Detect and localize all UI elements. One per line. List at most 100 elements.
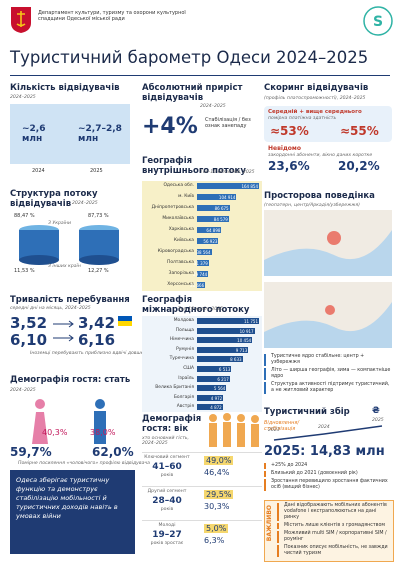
bar-label: Румунія [176, 346, 194, 352]
foreign-days-from: 6,10 [10, 331, 48, 349]
bar-label: Австрія [176, 404, 194, 410]
age-to: 46,4% [204, 468, 230, 477]
unknown-from: 23,6% [268, 159, 310, 173]
visitors-panel [10, 104, 130, 164]
bar-label: Київська [173, 238, 194, 243]
bar [197, 249, 212, 255]
growth-period: 2024–2025 [200, 104, 226, 109]
bar-value: 86 675 [214, 206, 229, 211]
foreign-from: 11,53 % [14, 268, 35, 274]
year-label: 2024 [32, 168, 45, 174]
important-items: Дані відображають мобільних абонентів vo… [277, 503, 390, 559]
female-from: 40,3% [42, 428, 68, 437]
ua-from: 88,47 % [14, 213, 35, 219]
ua-days-from: 3,52 [10, 314, 48, 332]
international-chart: Молдова 11 751 Польща 10 917 Німеччина 10 454… [142, 316, 262, 412]
ua-to: 87,73 % [88, 213, 109, 219]
bar-label: США [183, 366, 194, 371]
bullet: Туристичне ядро стабільне: центр + узбер… [264, 354, 392, 366]
bullet: Структура активності підтримує туристичн… [264, 382, 392, 394]
ua-flag [118, 316, 132, 326]
bar-value: 9 713 [235, 347, 248, 353]
gender-note: Помірне посилення «чоловічого» профілю в… [18, 461, 150, 466]
age-range: 28–40 [152, 496, 182, 506]
year-label: 2025 [90, 168, 103, 174]
tax-title: Туристичний збір [264, 407, 350, 417]
bar-label: Кіровоградська [157, 249, 194, 254]
bar-label: м. Київ [178, 194, 194, 199]
bar-label: Молдова [173, 318, 194, 323]
age-row: Молоді 19–27 років зростає 5,0% 6,3% [142, 520, 262, 554]
badge: S [363, 6, 393, 36]
bar-value: 164 854 [241, 184, 258, 189]
structure-period: 2024–2025 [72, 201, 98, 206]
bullet: Літо — ширша географія, зима — компактні… [264, 368, 392, 380]
domestic-subtitle: Топ-10 областей, 2025 [200, 170, 255, 175]
bullet: Можливий multi SIM / корпоративні SIM / … [277, 531, 390, 543]
bar [197, 227, 222, 233]
bar [197, 404, 223, 411]
bar-label: Польща [175, 327, 194, 333]
age-title: Демографія гостя: вік [142, 414, 202, 434]
bar [197, 375, 230, 382]
unknown-to: 20,2% [338, 159, 380, 173]
bar [197, 260, 209, 266]
domestic-title: Географія внутрішнього потоку [142, 156, 246, 176]
important-label: ВАЖЛИВО [266, 505, 273, 542]
bar-value: 84 579 [213, 217, 228, 222]
age-range: 41–60 [152, 462, 182, 472]
bar [197, 346, 249, 353]
segment-note: помірна платіжна здатність [268, 116, 337, 121]
bar-label: Німеччина [169, 337, 194, 343]
age-unit: років [160, 507, 174, 512]
important-box [264, 500, 394, 562]
bar-value: 38 564 [196, 250, 211, 255]
bar [197, 327, 255, 334]
bar-label: Одеська обл. [163, 183, 194, 188]
bar [197, 385, 227, 392]
visitors-2024: ~2,6 млн [22, 124, 46, 144]
bar-value: 6 217 [217, 376, 229, 382]
bar [197, 394, 224, 401]
age-from: 5,0% [204, 524, 229, 533]
bullet: Показник описує мобільність, не завжди ч… [277, 545, 390, 557]
bar-value: 29 744 [193, 272, 208, 277]
segment: Середній + вище середнього [268, 109, 362, 115]
foreign-label: З інших країн [48, 264, 81, 269]
age-people [209, 413, 259, 447]
bar [197, 194, 237, 200]
bar-value: 64 898 [206, 228, 221, 233]
title-rule [10, 75, 390, 76]
duration-title: Тривалість перебування [10, 295, 130, 305]
age-unit: років зростає [150, 541, 184, 546]
score-from: ≈53% [270, 124, 309, 138]
visitors-period: 2024–2025 [10, 95, 36, 100]
tax-year: 2024 [318, 425, 330, 430]
international-title: Географія міжнародного потоку [142, 295, 250, 315]
tax-headline: 2025: 14,83 млн [264, 444, 385, 459]
bar-value: 4 872 [210, 405, 222, 411]
bar-label: Болгарія [173, 394, 194, 400]
quote-box [10, 470, 135, 554]
scoring-box [264, 106, 392, 142]
bar-value: 11 751 [244, 319, 258, 324]
bullet: Дані відображають мобільних абонентів vo… [277, 503, 390, 521]
scoring-subtitle: (профіль платоспроможності), 2024–2025 [264, 96, 366, 101]
age-subtitle: хто основний гість, 2024–2025 [142, 436, 190, 446]
bar [197, 238, 219, 244]
score-to: ≈55% [340, 124, 379, 138]
svg-text:S: S [373, 14, 383, 30]
bar-label: Запорізька [168, 271, 194, 276]
bar-value: 6 513 [218, 367, 231, 372]
maps [264, 210, 392, 348]
bar-label: Миколаївська [162, 216, 194, 221]
visitors-2025: ~2,7–2,8 млн [78, 124, 122, 144]
age-from: 49,0% [204, 456, 234, 465]
scoring-title: Скоринг відвідувачів [264, 83, 369, 93]
bar-value: 10 917 [239, 328, 254, 334]
age-row: Ключовий сегмент 41–60 років 49,0% 46,4% [142, 452, 262, 486]
growth-value: +4% [142, 114, 198, 139]
bar-label: Полтавська [167, 260, 194, 265]
